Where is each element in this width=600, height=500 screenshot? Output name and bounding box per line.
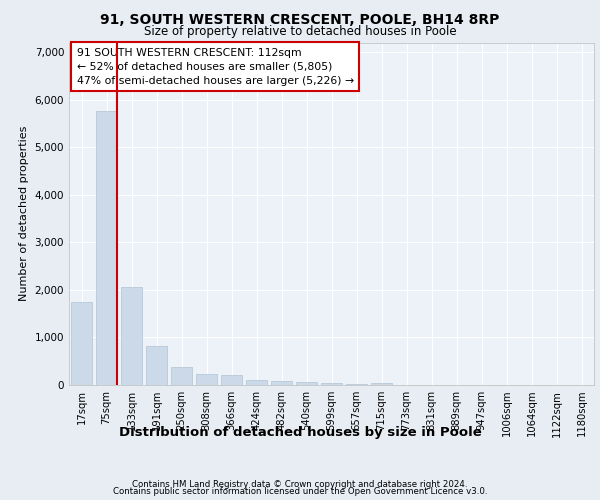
- Text: Contains public sector information licensed under the Open Government Licence v3: Contains public sector information licen…: [113, 488, 487, 496]
- Bar: [346, 384, 367, 385]
- Bar: [146, 346, 167, 385]
- Bar: [246, 380, 267, 385]
- Bar: [321, 383, 342, 385]
- Text: 91 SOUTH WESTERN CRESCENT: 112sqm
← 52% of detached houses are smaller (5,805)
4: 91 SOUTH WESTERN CRESCENT: 112sqm ← 52% …: [77, 48, 354, 86]
- Bar: [371, 382, 392, 385]
- Text: 91, SOUTH WESTERN CRESCENT, POOLE, BH14 8RP: 91, SOUTH WESTERN CRESCENT, POOLE, BH14 …: [100, 12, 500, 26]
- Bar: [196, 374, 217, 385]
- Bar: [71, 302, 92, 385]
- Text: Contains HM Land Registry data © Crown copyright and database right 2024.: Contains HM Land Registry data © Crown c…: [132, 480, 468, 489]
- Bar: [121, 288, 142, 385]
- Bar: [221, 376, 242, 385]
- Bar: [296, 382, 317, 385]
- Bar: [171, 367, 192, 385]
- Text: Size of property relative to detached houses in Poole: Size of property relative to detached ho…: [143, 25, 457, 38]
- Bar: [271, 380, 292, 385]
- Y-axis label: Number of detached properties: Number of detached properties: [19, 126, 29, 302]
- Bar: [96, 112, 117, 385]
- Text: Distribution of detached houses by size in Poole: Distribution of detached houses by size …: [119, 426, 481, 439]
